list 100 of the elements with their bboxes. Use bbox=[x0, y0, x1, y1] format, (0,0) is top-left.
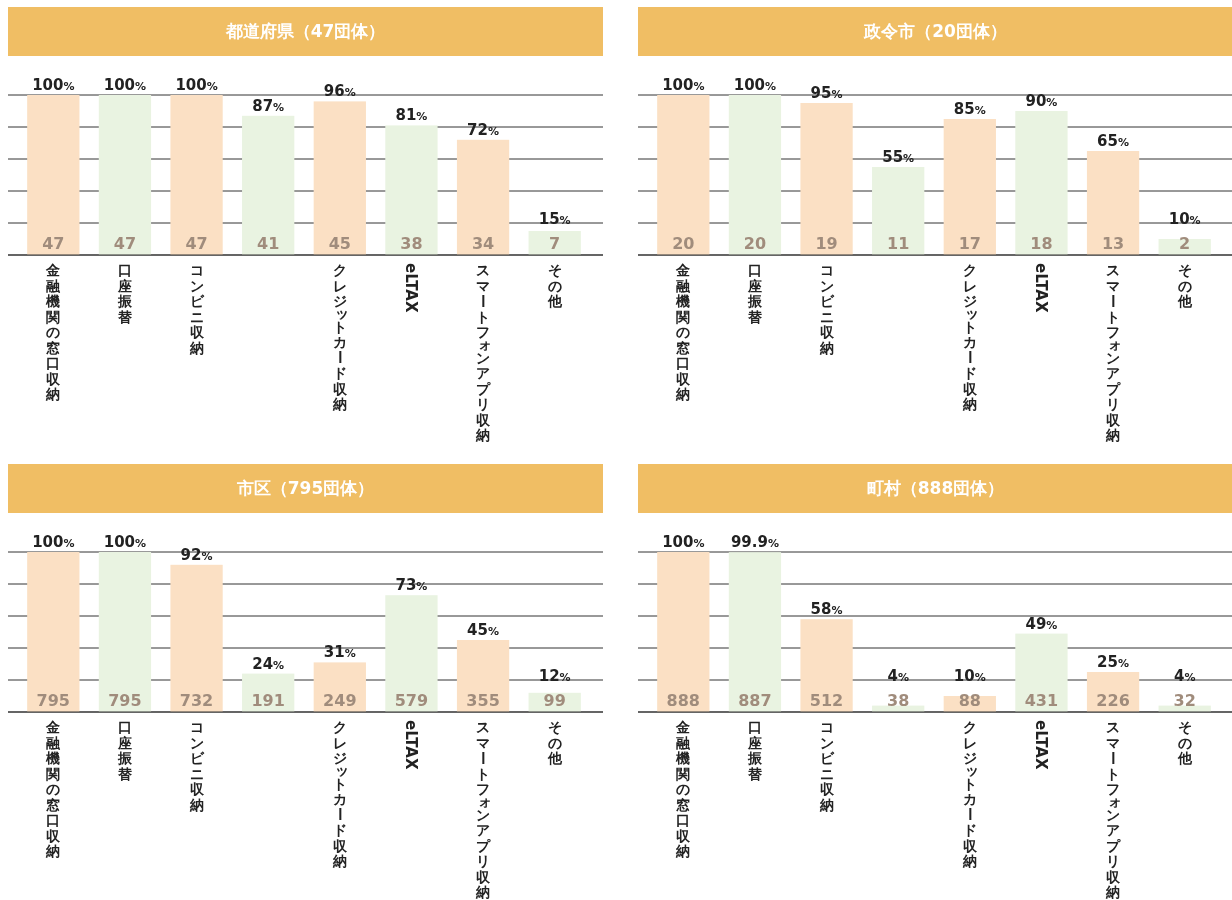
bar bbox=[657, 552, 710, 712]
bar bbox=[98, 95, 152, 255]
annotation: 19 bbox=[815, 234, 838, 253]
annotation: 249 bbox=[323, 691, 357, 710]
bar bbox=[170, 564, 223, 712]
annotation: 191 bbox=[251, 691, 285, 710]
annotation: 887 bbox=[738, 691, 772, 710]
annotation: 795 bbox=[108, 691, 142, 710]
x-tick-label: eLTAX bbox=[1032, 263, 1051, 313]
annotation: 32 bbox=[1173, 691, 1196, 710]
annotation: 7 bbox=[549, 234, 561, 253]
chart-title: 町村（888団体） bbox=[866, 478, 1005, 498]
chart-title: 政令市（20団体） bbox=[863, 21, 1007, 41]
category-label: 金融機関の窓口収納 bbox=[676, 262, 691, 402]
bar bbox=[242, 115, 295, 255]
data-label: 31% bbox=[323, 643, 356, 662]
data-label: 92% bbox=[180, 545, 213, 564]
category-label: 金融機関の窓口収納 bbox=[676, 719, 691, 859]
bar bbox=[1015, 633, 1068, 712]
x-tick-label: その他 bbox=[546, 262, 563, 309]
data-label: 72% bbox=[467, 120, 500, 139]
category-label: クレジットカード収納 bbox=[331, 262, 349, 412]
x-tick-label: eLTAX bbox=[1032, 720, 1051, 770]
x-tick-label: コンビニ収納 bbox=[818, 262, 835, 356]
bar bbox=[872, 167, 925, 255]
annotation: 13 bbox=[1101, 234, 1125, 253]
data-label: 45% bbox=[467, 621, 500, 639]
x-tick-label: その他 bbox=[1176, 719, 1193, 766]
annotation: 45 bbox=[328, 234, 351, 253]
bar bbox=[728, 552, 782, 712]
bar bbox=[1015, 111, 1068, 255]
data-label: 10% bbox=[953, 667, 986, 685]
data-label: 100% bbox=[103, 533, 147, 551]
bar bbox=[98, 552, 152, 712]
data-label: 10% bbox=[1168, 210, 1201, 228]
data-label: 65% bbox=[1097, 132, 1130, 150]
annotation: 20 bbox=[743, 234, 767, 253]
annotation: 47 bbox=[185, 234, 208, 253]
data-label: 81% bbox=[395, 106, 428, 125]
bar bbox=[657, 95, 710, 255]
data-label: 73% bbox=[395, 576, 428, 595]
category-label: スマートフォンアプリ収納 bbox=[1105, 719, 1123, 900]
data-label: 100% bbox=[103, 76, 147, 94]
annotation: 38 bbox=[887, 691, 910, 710]
data-label: 100% bbox=[32, 76, 75, 94]
data-label: 95% bbox=[810, 84, 843, 102]
bar bbox=[800, 619, 853, 712]
category-label: スマートフォンアプリ収納 bbox=[1105, 262, 1123, 443]
bar bbox=[456, 139, 510, 255]
category-label: スマートフォンアプリ収納 bbox=[475, 719, 493, 900]
data-label: 4% bbox=[887, 667, 909, 685]
data-label: 25% bbox=[1097, 653, 1130, 671]
x-tick-label: 口座振替 bbox=[116, 719, 133, 782]
category-label: スマートフォンアプリ収納 bbox=[475, 262, 493, 443]
category-label: 金融機関の窓口収納 bbox=[46, 719, 61, 859]
data-label: 99.9% bbox=[730, 533, 779, 552]
annotation: 355 bbox=[466, 691, 500, 710]
annotation: 47 bbox=[113, 234, 137, 253]
x-tick-label: コンビニ収納 bbox=[188, 719, 205, 813]
x-tick-label: その他 bbox=[1176, 262, 1193, 309]
bar bbox=[728, 95, 782, 255]
data-label: 100% bbox=[662, 533, 705, 551]
annotation: 18 bbox=[1030, 234, 1053, 253]
annotation: 512 bbox=[809, 691, 844, 710]
data-label: 58% bbox=[810, 600, 843, 619]
x-tick-label: 口座振替 bbox=[746, 719, 763, 782]
annotation: 795 bbox=[36, 691, 71, 710]
annotation: 732 bbox=[179, 691, 214, 710]
data-label: 90% bbox=[1025, 92, 1058, 110]
bar bbox=[27, 95, 80, 255]
bar bbox=[170, 95, 223, 255]
x-tick-label: コンビニ収納 bbox=[188, 262, 205, 356]
bar bbox=[528, 231, 581, 255]
data-label: 49% bbox=[1025, 614, 1058, 633]
data-label: 85% bbox=[953, 100, 986, 118]
annotation: 2 bbox=[1179, 234, 1191, 253]
annotation: 17 bbox=[958, 234, 981, 253]
bar bbox=[943, 119, 996, 255]
x-tick-label: eLTAX bbox=[402, 263, 421, 313]
annotation: 47 bbox=[42, 234, 65, 253]
x-tick-label: 口座振替 bbox=[746, 262, 763, 325]
bar bbox=[385, 125, 438, 255]
annotation: 99 bbox=[543, 691, 566, 710]
data-label: 15% bbox=[538, 210, 571, 228]
data-label: 55% bbox=[882, 148, 915, 166]
category-label: クレジットカード収納 bbox=[331, 719, 349, 869]
bar bbox=[1086, 151, 1140, 255]
annotation: 11 bbox=[887, 234, 910, 253]
data-label: 100% bbox=[733, 76, 777, 94]
data-label: 100% bbox=[32, 533, 75, 551]
annotation: 226 bbox=[1096, 691, 1130, 710]
data-label: 4% bbox=[1173, 667, 1196, 685]
annotation: 34 bbox=[471, 234, 495, 253]
category-label: 金融機関の窓口収納 bbox=[46, 262, 61, 402]
bar bbox=[27, 552, 80, 712]
data-label: 12% bbox=[538, 667, 571, 685]
category-label: クレジットカード収納 bbox=[961, 719, 979, 869]
bar bbox=[456, 640, 510, 712]
annotation: 431 bbox=[1024, 691, 1059, 710]
bar bbox=[385, 595, 438, 712]
